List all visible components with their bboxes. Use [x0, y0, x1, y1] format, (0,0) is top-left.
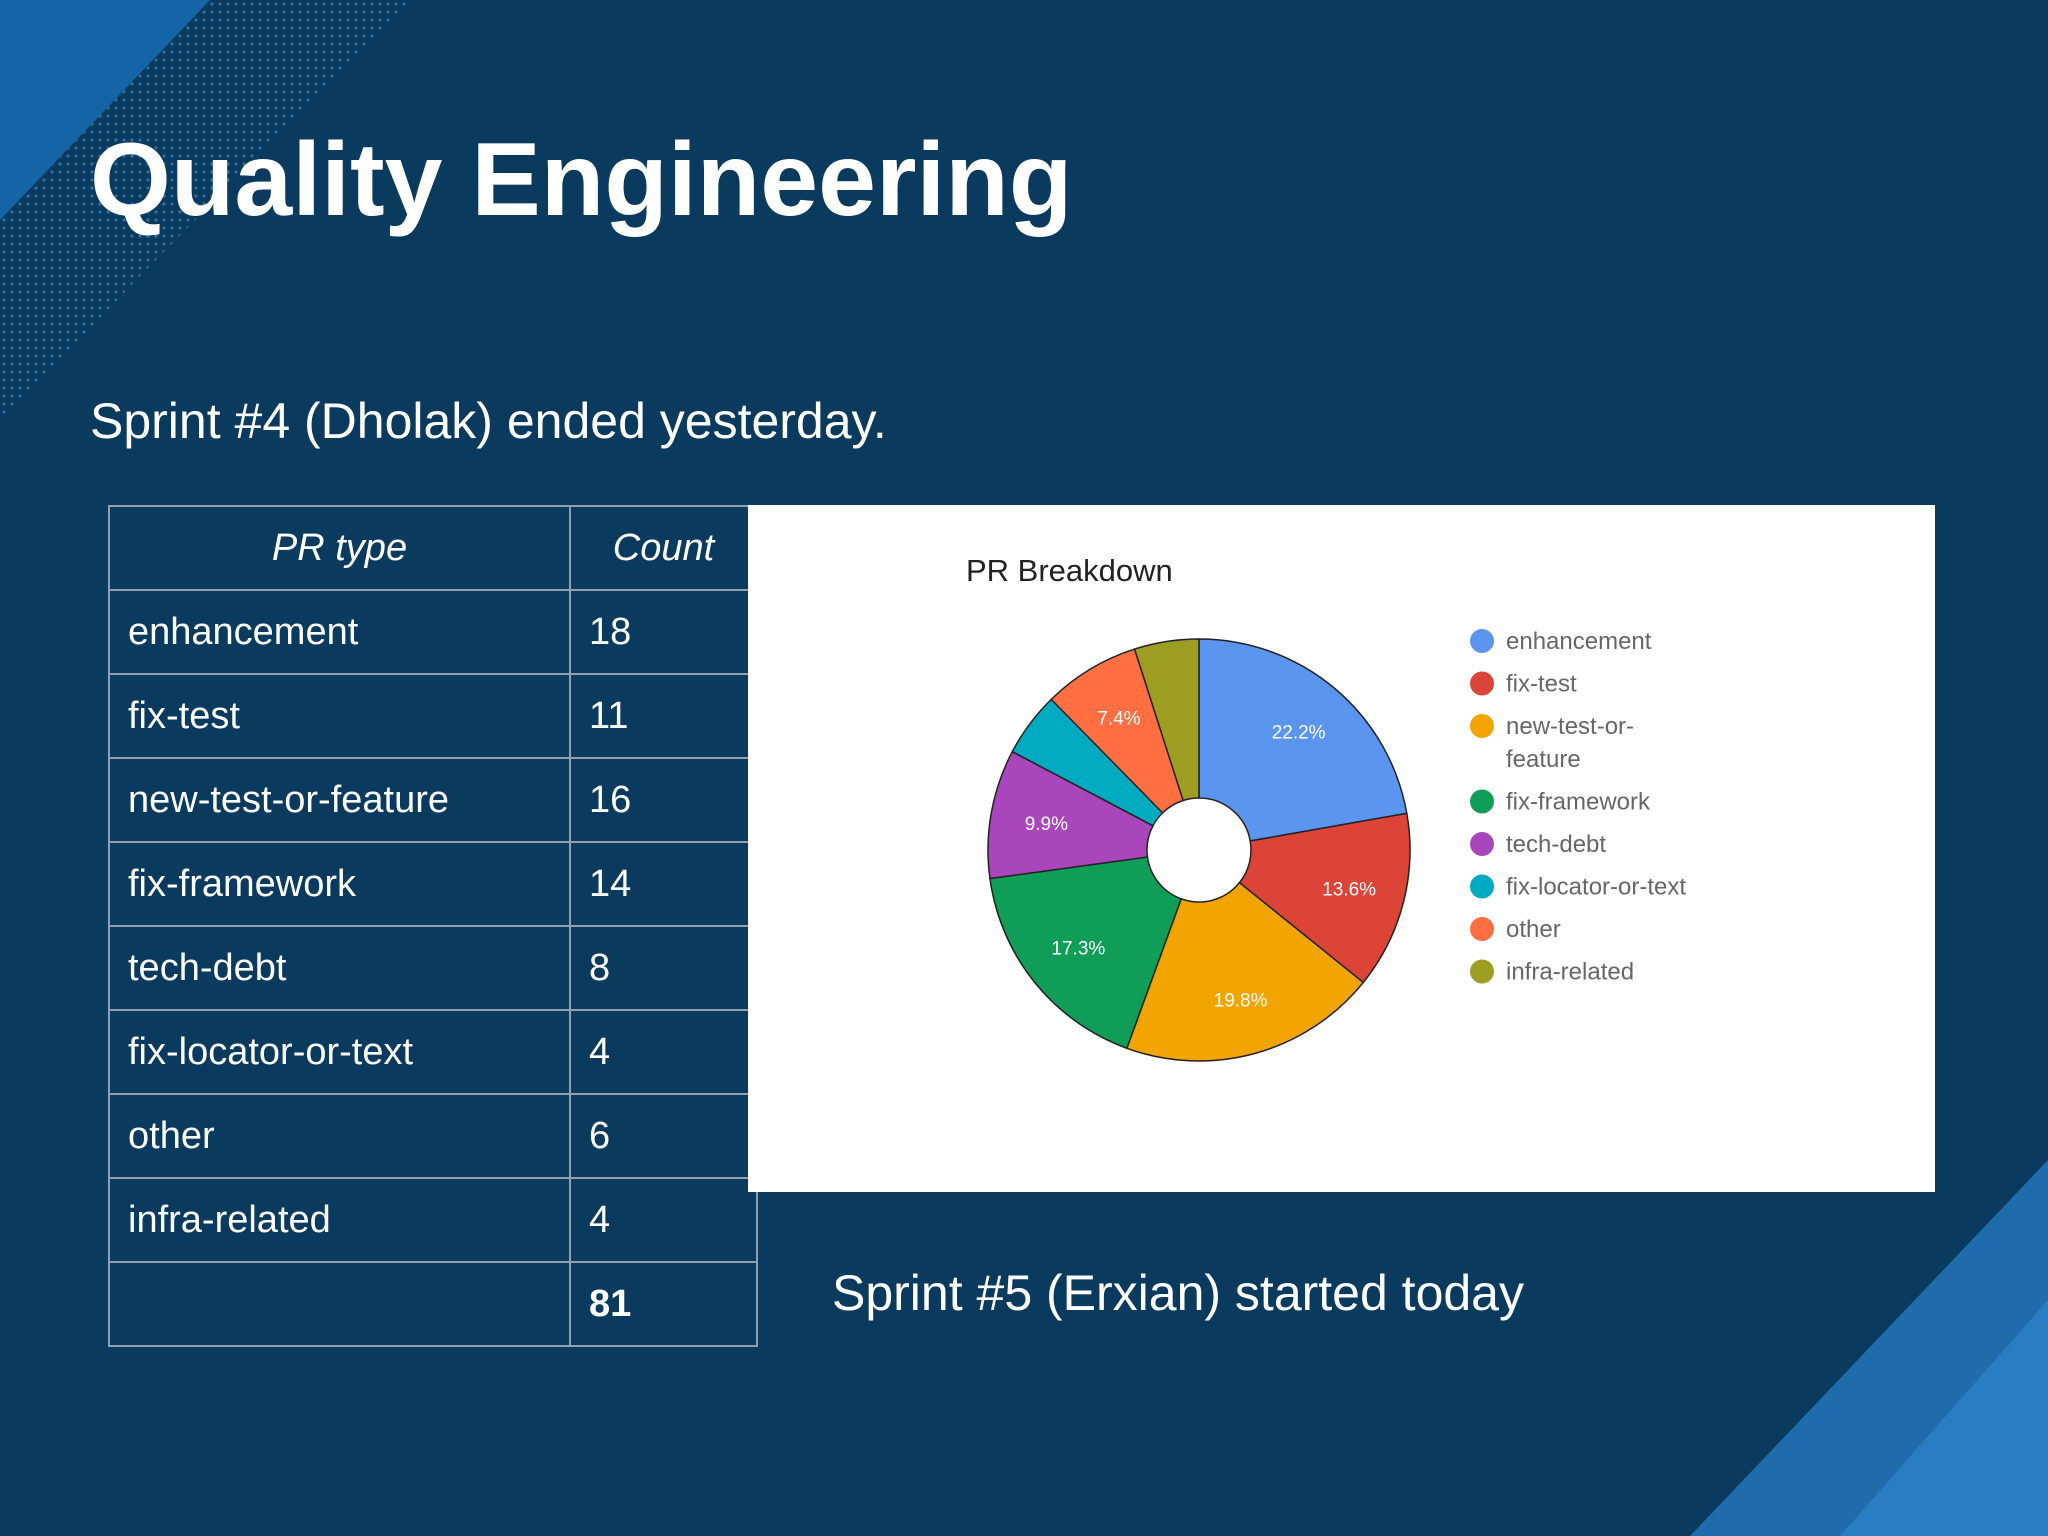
table-row: infra-related 4: [108, 1177, 758, 1263]
table-row: tech-debt 8: [108, 925, 758, 1011]
sprint-start-note: Sprint #5 (Erxian) started today: [832, 1265, 1524, 1321]
legend-item: tech-debt: [1470, 831, 1606, 858]
row-type: tech-debt: [108, 925, 571, 1011]
row-count: 14: [569, 841, 758, 927]
pie-slice-infra-related: [1133, 638, 1200, 802]
legend-label: enhancement: [1506, 628, 1652, 655]
legend-item: fix-test: [1470, 671, 1577, 698]
legend-swatch: [1470, 789, 1494, 814]
slice-percent-label: 7.4%: [1097, 708, 1140, 729]
row-count: 6: [569, 1093, 758, 1179]
legend-label: infra-related: [1506, 959, 1634, 986]
row-type: fix-framework: [108, 841, 571, 927]
pie-slice-tech-debt: [987, 750, 1155, 880]
legend-item: enhancement: [1470, 628, 1652, 655]
legend-label: fix-test: [1506, 671, 1577, 698]
legend-item: fix-locator-or-text: [1470, 874, 1686, 901]
table-header-row: PR type Count: [108, 505, 758, 591]
header-count: Count: [569, 505, 758, 591]
legend-label: new-test-or-: [1506, 713, 1634, 740]
legend-item: infra-related: [1470, 959, 1634, 986]
row-type: fix-test: [108, 673, 571, 759]
legend-swatch: [1470, 874, 1494, 899]
pr-breakdown-chart: PR Breakdown 22.2% 13.6% 19.8% 17.3% 9.9% 7.4…: [748, 505, 1935, 1192]
slice-percent-label: 9.9%: [1025, 814, 1068, 835]
row-type: enhancement: [108, 589, 571, 675]
pie-slice-new-test-or-feature: [1125, 881, 1365, 1062]
table-row: new-test-or-feature 16: [108, 757, 758, 843]
table-row: fix-test 11: [108, 673, 758, 759]
legend-label: fix-locator-or-text: [1506, 874, 1686, 901]
row-type: fix-locator-or-text: [108, 1009, 571, 1095]
legend-label: other: [1506, 916, 1561, 943]
legend-item: new-test-or-feature: [1470, 713, 1634, 773]
pie-slice-enhancement: [1198, 638, 1408, 842]
table-total-row: 81: [108, 1261, 758, 1347]
legend-label: tech-debt: [1506, 831, 1606, 858]
legend-swatch: [1470, 917, 1494, 941]
row-count: 4: [569, 1009, 758, 1095]
legend-swatch: [1470, 671, 1494, 696]
legend-label: fix-framework: [1506, 789, 1651, 816]
legend-swatch: [1470, 959, 1494, 984]
table-row: fix-framework 14: [108, 841, 758, 927]
slice-percent-label: 22.2%: [1272, 722, 1326, 743]
slice-percent-label: 19.8%: [1214, 990, 1268, 1011]
header-pr-type: PR type: [108, 505, 571, 591]
chart-title: PR Breakdown: [966, 553, 1173, 588]
slice-percent-label: 17.3%: [1051, 938, 1105, 959]
row-type: infra-related: [108, 1177, 571, 1263]
pie-chart-svg: PR Breakdown 22.2% 13.6% 19.8% 17.3% 9.9% 7.4…: [966, 553, 1686, 1062]
row-count: 11: [569, 673, 758, 759]
pr-type-table: PR type Count enhancement 18 fix-test 11…: [108, 505, 758, 1347]
legend-swatch: [1470, 629, 1494, 653]
row-count: 8: [569, 925, 758, 1011]
row-type: new-test-or-feature: [108, 757, 571, 843]
slide-subtitle: Sprint #4 (Dholak) ended yesterday.: [90, 393, 887, 449]
legend-item: other: [1470, 916, 1561, 943]
row-count: 16: [569, 757, 758, 843]
legend-swatch: [1470, 714, 1494, 738]
table-row: fix-locator-or-text 4: [108, 1009, 758, 1095]
pie-slice-fix-framework: [989, 856, 1183, 1050]
slide-title: Quality Engineering: [90, 122, 1073, 238]
row-count: 4: [569, 1177, 758, 1263]
slice-percent-label: 13.6%: [1322, 880, 1376, 901]
table-row: enhancement 18: [108, 589, 758, 675]
legend-swatch: [1470, 832, 1494, 856]
pie-slice-fix-test: [1238, 812, 1411, 984]
row-type: other: [108, 1093, 571, 1179]
legend-item: fix-framework: [1470, 789, 1651, 816]
total-label-cell: [108, 1261, 571, 1347]
row-count: 18: [569, 589, 758, 675]
legend-label: feature: [1506, 746, 1581, 773]
total-count: 81: [569, 1261, 758, 1347]
table-row: other 6: [108, 1093, 758, 1179]
